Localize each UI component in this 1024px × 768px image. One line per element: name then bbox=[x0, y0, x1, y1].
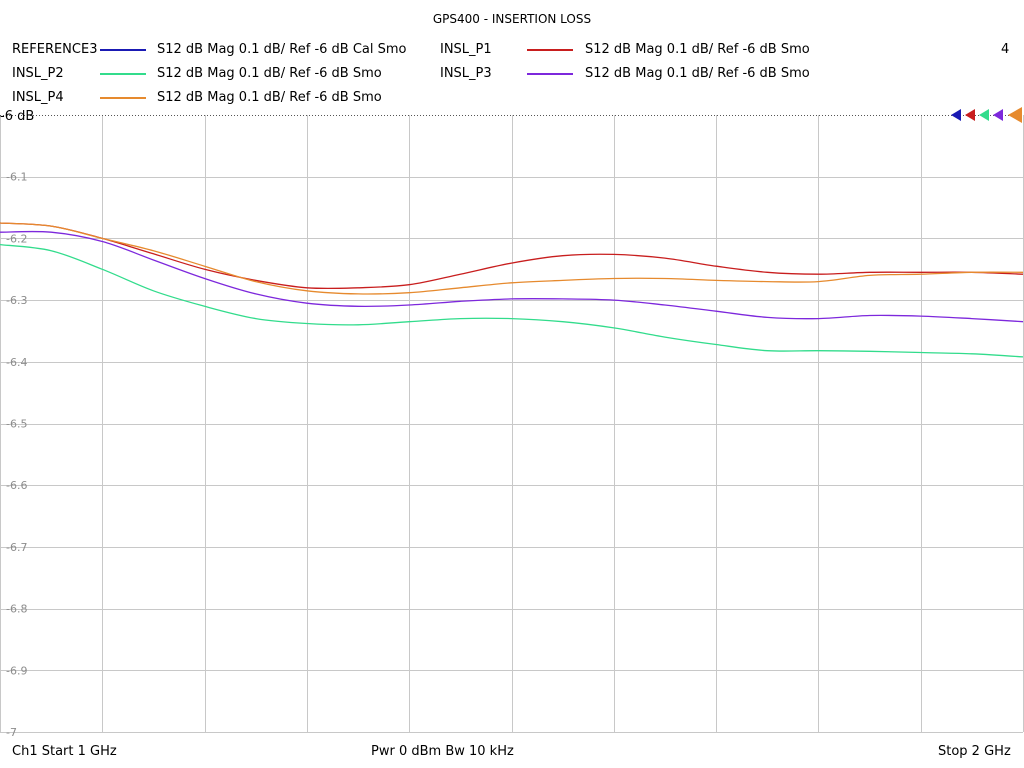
y-tick-label: -6.4 bbox=[6, 356, 27, 369]
trace-insl-p2 bbox=[0, 243, 1024, 358]
legend-description: S12 dB Mag 0.1 dB/ Ref -6 dB Smo bbox=[157, 90, 382, 105]
trace-insl-p1 bbox=[0, 222, 1024, 290]
footer-start: Ch1 Start 1 GHz bbox=[12, 744, 117, 759]
legend-swatch bbox=[100, 49, 146, 51]
legend-description: S12 dB Mag 0.1 dB/ Ref -6 dB Smo bbox=[157, 66, 382, 81]
reference-marker-insl-p3 bbox=[993, 109, 1003, 121]
legend-name: REFERENCE3 bbox=[12, 42, 98, 57]
y-tick-label: -6.7 bbox=[6, 541, 27, 554]
trace-insl-p4 bbox=[0, 222, 1024, 295]
reference-marker-reference3 bbox=[951, 109, 961, 121]
legend-swatch bbox=[100, 73, 146, 75]
legend-name: INSL_P3 bbox=[440, 66, 492, 81]
legend-description: S12 dB Mag 0.1 dB/ Ref -6 dB Smo bbox=[585, 42, 810, 57]
legend-description: S12 dB Mag 0.1 dB/ Ref -6 dB Cal Smo bbox=[157, 42, 407, 57]
reference-marker-insl-p2 bbox=[979, 109, 989, 121]
y-tick-label: -7 bbox=[6, 726, 17, 739]
y-tick-label: -6.8 bbox=[6, 603, 27, 616]
reference-marker-insl-p1 bbox=[965, 109, 975, 121]
trace-insl-p3 bbox=[0, 230, 1024, 323]
legend-swatch bbox=[527, 73, 573, 75]
legend-name: INSL_P2 bbox=[12, 66, 64, 81]
reference-markers bbox=[951, 107, 1022, 123]
reference-marker-insl-p4 bbox=[1008, 107, 1022, 123]
legend-name: INSL_P1 bbox=[440, 42, 492, 57]
y-tick-label: -6.1 bbox=[6, 171, 27, 184]
y-tick-label: -6.9 bbox=[6, 664, 27, 677]
y-tick-label: -6.2 bbox=[6, 232, 27, 245]
chart-title: GPS400 - INSERTION LOSS bbox=[432, 12, 592, 26]
traces bbox=[0, 222, 1024, 358]
grid bbox=[0, 115, 1024, 733]
y-tick-labels: -6.1 -6.2 -6.3 -6.4 -6.5 -6.6 -6.7 -6.8 -6.9 -7 bbox=[6, 171, 27, 739]
y-tick-label: -6.5 bbox=[6, 418, 27, 431]
legend-name: INSL_P4 bbox=[12, 90, 64, 105]
legend-swatch bbox=[527, 49, 573, 51]
active-trace-number: 4 bbox=[1001, 42, 1010, 57]
legend-swatch bbox=[100, 97, 146, 99]
legend-description: S12 dB Mag 0.1 dB/ Ref -6 dB Smo bbox=[585, 66, 810, 81]
reference-label: -6 dB bbox=[0, 109, 34, 124]
y-tick-label: -6.6 bbox=[6, 479, 27, 492]
footer-power-bandwidth: Pwr 0 dBm Bw 10 kHz bbox=[371, 744, 514, 759]
footer-stop: Stop 2 GHz bbox=[938, 744, 1011, 759]
y-tick-label: -6.3 bbox=[6, 294, 27, 307]
